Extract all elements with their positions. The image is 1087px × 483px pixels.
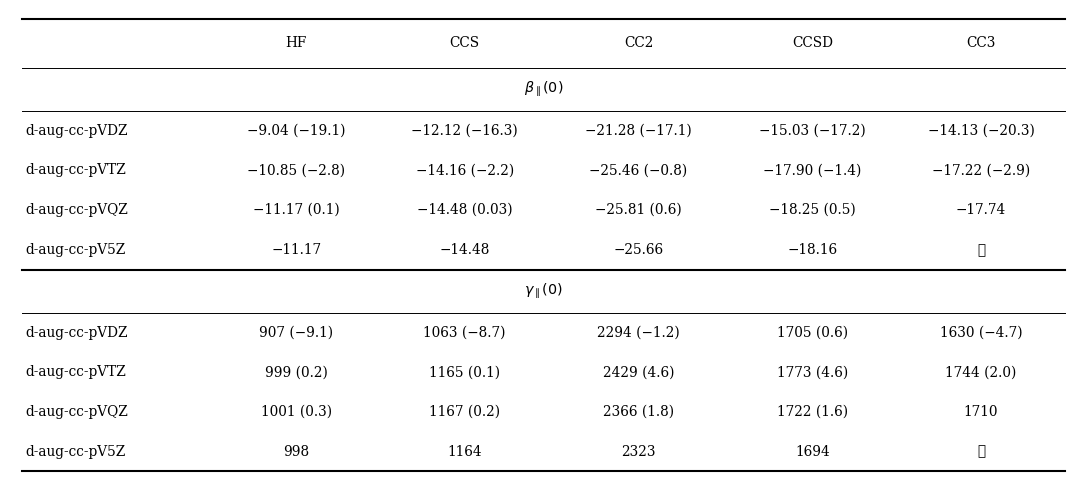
Text: −10.85 (−2.8): −10.85 (−2.8)	[247, 164, 346, 177]
Text: 1167 (0.2): 1167 (0.2)	[429, 405, 500, 419]
Text: 2323: 2323	[622, 445, 655, 458]
Text: 1722 (1.6): 1722 (1.6)	[777, 405, 848, 419]
Text: 907 (−9.1): 907 (−9.1)	[259, 326, 334, 340]
Text: −17.90 (−1.4): −17.90 (−1.4)	[763, 164, 862, 177]
Text: −11.17 (0.1): −11.17 (0.1)	[253, 203, 339, 217]
Text: −18.25 (0.5): −18.25 (0.5)	[770, 203, 855, 217]
Text: CC2: CC2	[624, 37, 653, 50]
Text: d-aug-cc-pVTZ: d-aug-cc-pVTZ	[25, 164, 126, 177]
Text: −12.12 (−16.3): −12.12 (−16.3)	[411, 124, 518, 138]
Text: CC3: CC3	[966, 37, 996, 50]
Text: 2366 (1.8): 2366 (1.8)	[603, 405, 674, 419]
Text: −25.66: −25.66	[613, 243, 664, 256]
Text: d-aug-cc-pVDZ: d-aug-cc-pVDZ	[25, 124, 127, 138]
Text: d-aug-cc-pV5Z: d-aug-cc-pV5Z	[25, 445, 125, 458]
Text: ⋯: ⋯	[977, 445, 985, 458]
Text: −25.81 (0.6): −25.81 (0.6)	[596, 203, 682, 217]
Text: −14.48 (0.03): −14.48 (0.03)	[417, 203, 512, 217]
Text: CCS: CCS	[450, 37, 479, 50]
Text: d-aug-cc-pVTZ: d-aug-cc-pVTZ	[25, 366, 126, 379]
Text: d-aug-cc-pVDZ: d-aug-cc-pVDZ	[25, 326, 127, 340]
Text: $\gamma_{\parallel}(0)$: $\gamma_{\parallel}(0)$	[524, 282, 563, 301]
Text: −9.04 (−19.1): −9.04 (−19.1)	[247, 124, 346, 138]
Text: 998: 998	[283, 445, 310, 458]
Text: 1165 (0.1): 1165 (0.1)	[429, 366, 500, 379]
Text: 1744 (2.0): 1744 (2.0)	[946, 366, 1016, 379]
Text: d-aug-cc-pVQZ: d-aug-cc-pVQZ	[25, 405, 128, 419]
Text: 2294 (−1.2): 2294 (−1.2)	[597, 326, 680, 340]
Text: −11.17: −11.17	[271, 243, 322, 256]
Text: d-aug-cc-pVQZ: d-aug-cc-pVQZ	[25, 203, 128, 217]
Text: −14.48: −14.48	[439, 243, 490, 256]
Text: 1694: 1694	[796, 445, 829, 458]
Text: 1063 (−8.7): 1063 (−8.7)	[424, 326, 505, 340]
Text: 1705 (0.6): 1705 (0.6)	[777, 326, 848, 340]
Text: −21.28 (−17.1): −21.28 (−17.1)	[585, 124, 692, 138]
Text: 1630 (−4.7): 1630 (−4.7)	[939, 326, 1023, 340]
Text: −17.22 (−2.9): −17.22 (−2.9)	[932, 164, 1030, 177]
Text: −14.13 (−20.3): −14.13 (−20.3)	[927, 124, 1035, 138]
Text: −25.46 (−0.8): −25.46 (−0.8)	[589, 164, 688, 177]
Text: CCSD: CCSD	[792, 37, 833, 50]
Text: HF: HF	[286, 37, 307, 50]
Text: 1164: 1164	[448, 445, 482, 458]
Text: −14.16 (−2.2): −14.16 (−2.2)	[415, 164, 514, 177]
Text: $\beta_{\parallel}(0)$: $\beta_{\parallel}(0)$	[524, 80, 563, 99]
Text: 1773 (4.6): 1773 (4.6)	[777, 366, 848, 379]
Text: ⋯: ⋯	[977, 243, 985, 256]
Text: d-aug-cc-pV5Z: d-aug-cc-pV5Z	[25, 243, 125, 256]
Text: −15.03 (−17.2): −15.03 (−17.2)	[759, 124, 866, 138]
Text: −18.16: −18.16	[787, 243, 838, 256]
Text: −17.74: −17.74	[955, 203, 1007, 217]
Text: 1001 (0.3): 1001 (0.3)	[261, 405, 332, 419]
Text: 1710: 1710	[964, 405, 998, 419]
Text: 2429 (4.6): 2429 (4.6)	[603, 366, 674, 379]
Text: 999 (0.2): 999 (0.2)	[265, 366, 327, 379]
